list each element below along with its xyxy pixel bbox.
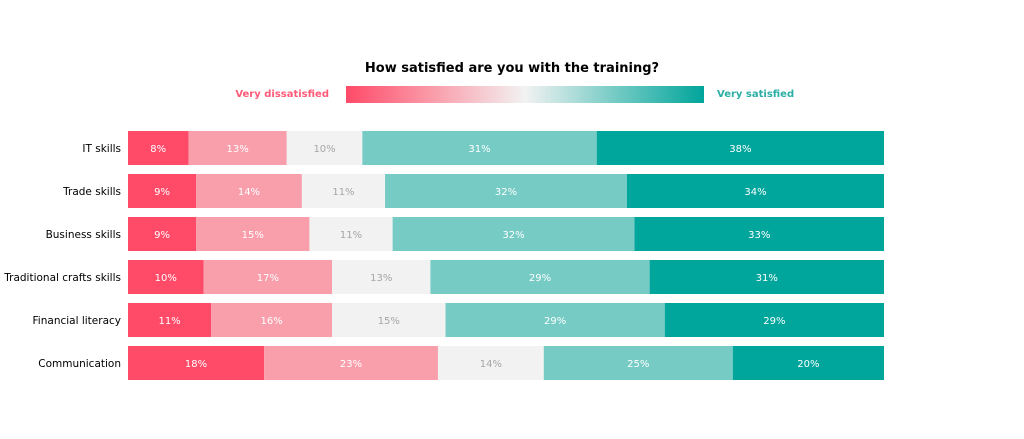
data-label: 33%: [748, 230, 770, 241]
category-label: IT skills: [82, 143, 121, 155]
data-label: 10%: [313, 144, 335, 155]
bar-segment: [634, 217, 884, 251]
data-label: 11%: [158, 316, 180, 327]
data-label: 8%: [150, 144, 166, 155]
data-label: 31%: [756, 273, 778, 284]
category-label: Trade skills: [62, 186, 121, 198]
bar-segment: [332, 260, 431, 294]
bar-segment: [196, 174, 302, 208]
bar-segment: [596, 131, 884, 165]
data-label: 15%: [242, 230, 264, 241]
category-label: Financial literacy: [33, 315, 121, 327]
bar-segment: [332, 303, 446, 337]
bar-segment: [732, 346, 884, 380]
data-label: 25%: [627, 359, 649, 370]
category-label: Business skills: [46, 229, 121, 241]
data-label: 13%: [370, 273, 392, 284]
data-label: 29%: [544, 316, 566, 327]
data-label: 32%: [502, 230, 524, 241]
bar-segment: [664, 303, 884, 337]
bar-segment: [309, 217, 393, 251]
bar-group-0: IT skills 8% 13% 10% 31% 38%: [82, 131, 884, 165]
bar-segment: [128, 174, 197, 208]
bar-segment: [188, 131, 287, 165]
bar-segment: [286, 131, 363, 165]
data-label: 29%: [763, 316, 785, 327]
bar-group-1: Trade skills 9% 14% 11% 32% 34%: [62, 174, 884, 208]
data-label: 13%: [227, 144, 249, 155]
bar-segment: [649, 260, 884, 294]
bar-segment: [128, 303, 212, 337]
data-label: 11%: [340, 230, 362, 241]
data-label: 15%: [378, 316, 400, 327]
data-label: 32%: [495, 187, 517, 198]
data-label: 29%: [529, 273, 551, 284]
chart-title: How satisfied are you with the training?: [364, 61, 660, 76]
legend-gradient-bar: [346, 86, 704, 103]
bar-group-4: Financial literacy 11% 16% 15% 29% 29%: [33, 303, 884, 337]
bar-segment: [128, 346, 265, 380]
data-label: 38%: [729, 144, 751, 155]
data-label: 14%: [238, 187, 260, 198]
category-label: Traditional crafts skills: [3, 272, 121, 284]
data-label: 16%: [261, 316, 283, 327]
legend-label-dissatisfied: Very dissatisfied: [235, 89, 329, 100]
bar-segment: [196, 217, 310, 251]
data-label: 9%: [154, 187, 170, 198]
bar-segment: [128, 260, 204, 294]
bar-group-3: Traditional crafts skills 10% 17% 13% 29% 31%: [3, 260, 884, 294]
bar-segment: [430, 260, 650, 294]
data-label: 11%: [332, 187, 354, 198]
data-label: 17%: [257, 273, 279, 284]
data-label: 18%: [185, 359, 207, 370]
data-label: 34%: [744, 187, 766, 198]
bar-segment: [392, 217, 635, 251]
data-label: 14%: [480, 359, 502, 370]
data-label: 31%: [468, 144, 490, 155]
data-label: 9%: [154, 230, 170, 241]
bar-segment: [128, 217, 197, 251]
data-label: 20%: [797, 359, 819, 370]
bar-segment: [128, 131, 189, 165]
bar-segment: [385, 174, 627, 208]
bar-segment: [362, 131, 597, 165]
bar-segment: [543, 346, 733, 380]
bar-segment: [203, 260, 333, 294]
bar-group-2: Business skills 9% 15% 11% 32% 33%: [46, 217, 884, 251]
data-label: 23%: [340, 359, 362, 370]
bar-segment: [445, 303, 665, 337]
legend-label-satisfied: Very satisfied: [717, 89, 795, 100]
bar-segment: [301, 174, 386, 208]
data-label: 10%: [155, 273, 177, 284]
bar-segment: [437, 346, 544, 380]
bar-segment: [211, 303, 333, 337]
bar-group-5: Communication 18% 23% 14% 25% 20%: [38, 346, 884, 380]
bar-segment: [264, 346, 438, 380]
category-label: Communication: [38, 358, 121, 370]
bar-segment: [626, 174, 884, 208]
